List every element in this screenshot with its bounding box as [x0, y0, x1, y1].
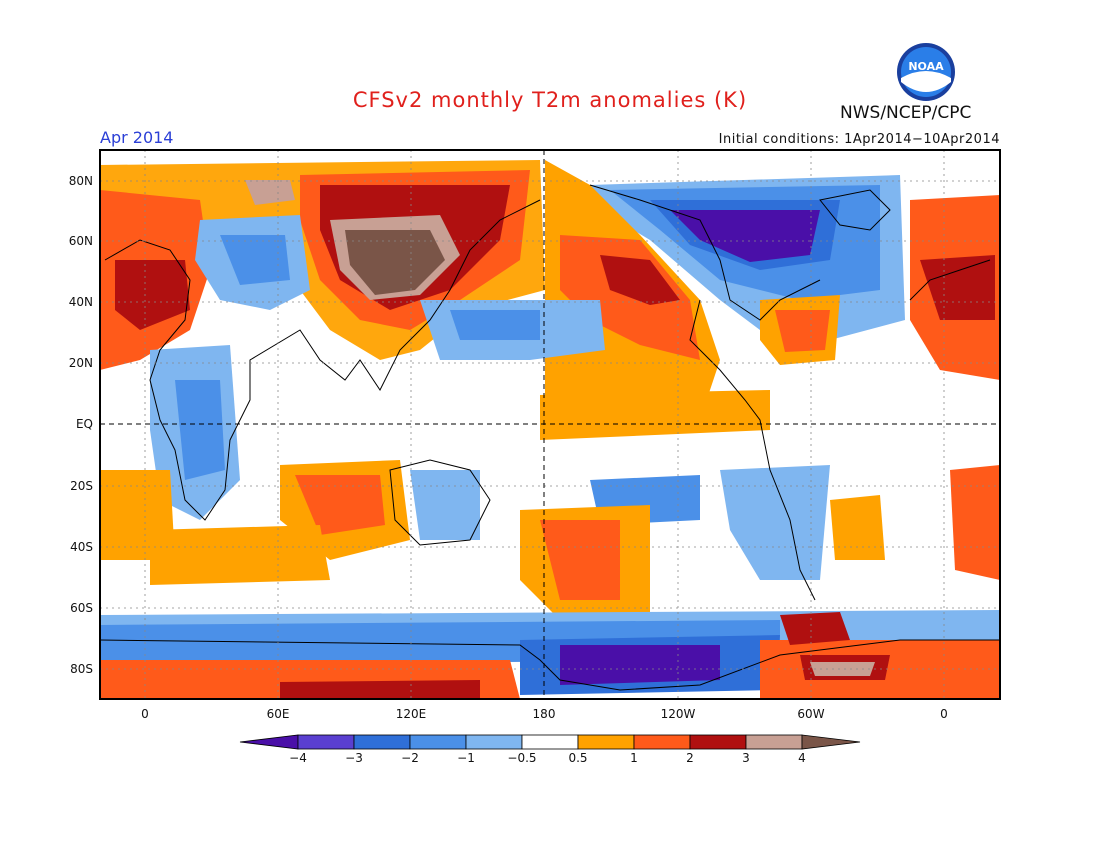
graticule	[100, 150, 1000, 699]
lat-labels: 80N 60N 40N 20N EQ 20S 40S 60S 80S	[69, 174, 93, 676]
lon-labels: 0 60E 120E 180 120W 60W 0	[141, 707, 948, 721]
lon-label: 60E	[267, 707, 290, 721]
noaa-logo-icon: NOAA	[897, 43, 955, 101]
lat-label: 20N	[69, 356, 93, 370]
agency-label: NWS/NCEP/CPC	[840, 103, 972, 123]
lon-label: 0	[940, 707, 948, 721]
coastlines	[100, 184, 1000, 691]
lat-label: 60N	[69, 234, 93, 248]
initial-conditions-label: Initial conditions: 1Apr2014−10Apr2014	[718, 132, 1000, 147]
lon-label: 120E	[396, 707, 427, 721]
lat-label: 20S	[70, 479, 93, 493]
logo-text: NOAA	[908, 60, 944, 73]
month-label: Apr 2014	[100, 128, 174, 147]
lat-label: EQ	[76, 417, 93, 431]
equator-dateline	[100, 150, 1000, 699]
map-frame	[99, 149, 1001, 700]
lat-label: 40N	[69, 295, 93, 309]
lat-label: 40S	[70, 540, 93, 554]
lat-label: 60S	[70, 601, 93, 615]
lon-label: 0	[141, 707, 149, 721]
lon-label: 60W	[797, 707, 824, 721]
lat-label: 80N	[69, 174, 93, 188]
lat-label: 80S	[70, 662, 93, 676]
chart-title: CFSv2 monthly T2m anomalies (K)	[352, 88, 748, 112]
lon-label: 120W	[661, 707, 696, 721]
lon-label: 180	[533, 707, 556, 721]
